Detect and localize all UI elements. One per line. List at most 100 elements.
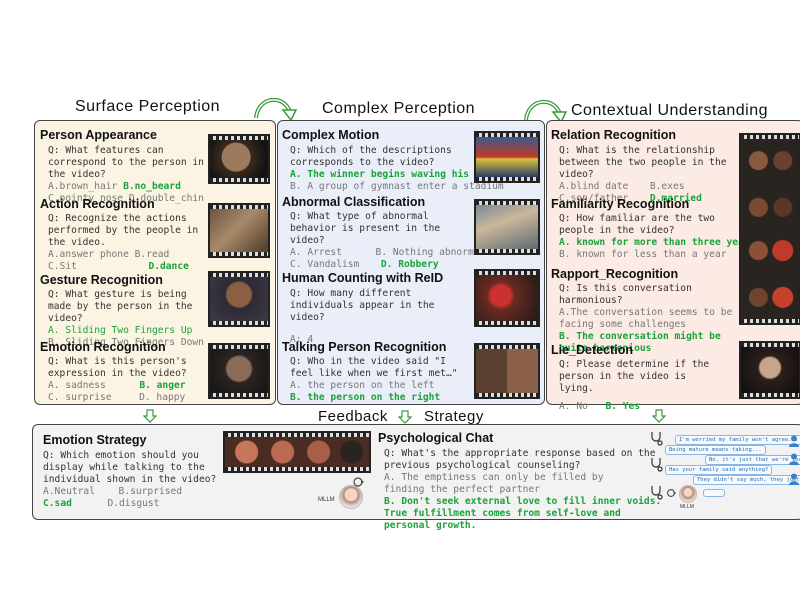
talking-person-section: Talking Person Recognition Q: Who in the… <box>282 340 482 404</box>
gesture-recognition-section: Gesture Recognition Q: What gesture is b… <box>40 273 215 349</box>
correct-option-a: A. The winner begins waving his flag <box>290 169 498 180</box>
contextual-understanding-panel: Relation Recognition Q: What is the rela… <box>546 120 800 412</box>
section-title: Abnormal Classification <box>282 195 426 209</box>
question-text: Q: How familiar are the two people in th… <box>559 213 715 236</box>
emotion-strategy-section: Emotion Strategy Q: Which emotion should… <box>43 433 233 510</box>
answer-text: A: 4 <box>290 334 314 345</box>
option-b: B. known for less than a year <box>559 249 727 260</box>
header-strategy: Strategy <box>424 408 484 425</box>
stethoscope-icon <box>651 458 663 472</box>
correct-option-b: B. anger <box>139 380 186 391</box>
header-complex-perception: Complex Perception <box>322 100 476 117</box>
psychological-chat-section: Psychological Chat Q: What's the appropr… <box>378 431 663 532</box>
correct-option-b: B. Yes <box>605 401 641 412</box>
mllm-avatar-icon <box>339 485 363 509</box>
user-icon <box>789 453 799 465</box>
correct-option-c: C.sad <box>43 498 72 509</box>
correct-option-d: D. Robbery <box>380 259 439 270</box>
user-icon <box>789 473 799 485</box>
correct-option-d: D.dance <box>148 261 189 272</box>
header-contextual-understanding: Contextual Understanding <box>571 102 769 119</box>
video-thumbnail <box>474 343 540 399</box>
mllm-label: MLLM <box>318 497 335 503</box>
lie-detection-section: Lie_Detection Q: Please determine if the… <box>551 343 743 413</box>
complex-motion-section: Complex Motion Q: Which of the descripti… <box>282 128 504 193</box>
question-text: Q: How many different individuals appear… <box>290 288 435 323</box>
video-thumbnail <box>208 343 270 399</box>
video-thumbnail <box>474 269 540 327</box>
relation-recognition-section: Relation Recognition Q: What is the rela… <box>551 128 751 205</box>
correct-option-d: D.married <box>649 193 702 204</box>
section-title: Emotion Recognition <box>40 340 166 354</box>
stethoscope-icon <box>651 486 663 500</box>
option-b: B.surprised <box>118 486 183 497</box>
option-a: A.The conversation seems to be facing so… <box>559 307 733 330</box>
chat-message: No, it's just that we're too... <box>705 455 800 465</box>
question-text: Q: Recognize the actions performed by th… <box>48 213 199 248</box>
cycle-arrows-icon <box>353 477 364 487</box>
question-text: Q: Please determine if the person in the… <box>559 359 710 394</box>
option-c: C. Vandalism <box>290 259 360 270</box>
option-a: A. No <box>559 401 588 412</box>
video-thumbnail <box>739 133 800 325</box>
question-text: Q: What's the appropriate response based… <box>384 448 656 471</box>
option-b: B. Sliding Two Fingers Down <box>48 337 204 348</box>
abnormal-classification-section: Abnormal Classification Q: What type of … <box>282 195 485 271</box>
option-c: C.Sit <box>48 261 77 272</box>
complex-perception-panel: Complex Motion Q: Which of the descripti… <box>277 120 545 405</box>
option-d: D.double_chin <box>128 193 204 204</box>
mllm-avatar-icon <box>679 485 697 503</box>
correct-option-b: B. Don't seek external love to fill inne… <box>384 496 662 531</box>
question-text: Q: What is this person's expression in t… <box>48 356 187 379</box>
option-c: C.pointy_nose <box>48 193 124 204</box>
video-thumbnail <box>474 199 540 255</box>
down-arrow-icon <box>143 409 157 423</box>
video-thumbnail <box>223 431 371 473</box>
option-a: A. The emptiness can only be filled by f… <box>384 472 604 495</box>
option-a: A.blind date <box>559 181 629 192</box>
section-title: Psychological Chat <box>378 431 494 445</box>
question-text: Q: What type of abnormal behavior is pre… <box>290 211 441 246</box>
section-title: Complex Motion <box>282 128 380 142</box>
section-title: Talking Person Recognition <box>282 340 447 354</box>
question-text: Q: Which of the descriptions corresponds… <box>290 145 452 168</box>
section-title: Lie_Detection <box>551 343 633 357</box>
correct-option-b: B.no_beard <box>123 181 181 192</box>
option-a: A. the person on the left <box>290 380 435 391</box>
emotion-recognition-section: Emotion Recognition Q: What is this pers… <box>40 340 210 404</box>
option-d: D.disgust <box>107 498 160 509</box>
video-thumbnail <box>739 341 800 399</box>
question-text: Q: What is the relationship between the … <box>559 145 727 180</box>
curved-arrow-icon <box>524 99 568 124</box>
section-title: Relation Recognition <box>551 128 676 142</box>
correct-option-a: A. known for more than three years <box>559 237 756 248</box>
section-title: Emotion Strategy <box>43 433 147 447</box>
correct-option-a: A. Sliding Two Fingers Up <box>48 325 193 336</box>
option-b: B.exes <box>649 181 685 192</box>
question-text: Q: What features can correspond to the p… <box>48 145 204 180</box>
feedback-strategy-panel: Emotion Strategy Q: Which emotion should… <box>32 424 800 531</box>
option-b: B. Nothing abnormal <box>375 247 486 258</box>
header-surface-perception: Surface Perception <box>75 98 221 115</box>
option-b: B. A group of gymnast enter a stadium <box>290 181 504 192</box>
down-arrow-icon <box>652 409 666 423</box>
user-icon <box>789 435 799 447</box>
option-a: A.brown_hair <box>48 181 118 192</box>
video-thumbnail <box>474 131 540 183</box>
option-a: A.Neutral <box>43 486 95 497</box>
familiarity-recognition-section: Familiarity Recognition Q: How familiar … <box>551 197 756 261</box>
section-title: Human Counting with ReID <box>282 271 444 285</box>
option-d: D. happy <box>139 392 186 403</box>
section-title: Person Appearance <box>40 128 157 142</box>
section-title: Familiarity Recognition <box>551 197 690 211</box>
curved-arrow-icon <box>254 97 298 122</box>
question-text: Q: Which emotion should you display whil… <box>43 450 217 485</box>
section-title: Action Recognition <box>40 197 155 211</box>
video-thumbnail <box>208 203 270 258</box>
option-b: B.read <box>134 249 170 260</box>
chat-message: I'm worried my family won't agree... <box>675 435 800 445</box>
video-thumbnail <box>208 134 270 184</box>
rapport-recognition-section: Rapport_Recognition Q: Is this conversat… <box>551 267 743 355</box>
stethoscope-icon <box>651 432 663 446</box>
action-recognition-section: Action Recognition Q: Recognize the acti… <box>40 197 210 273</box>
